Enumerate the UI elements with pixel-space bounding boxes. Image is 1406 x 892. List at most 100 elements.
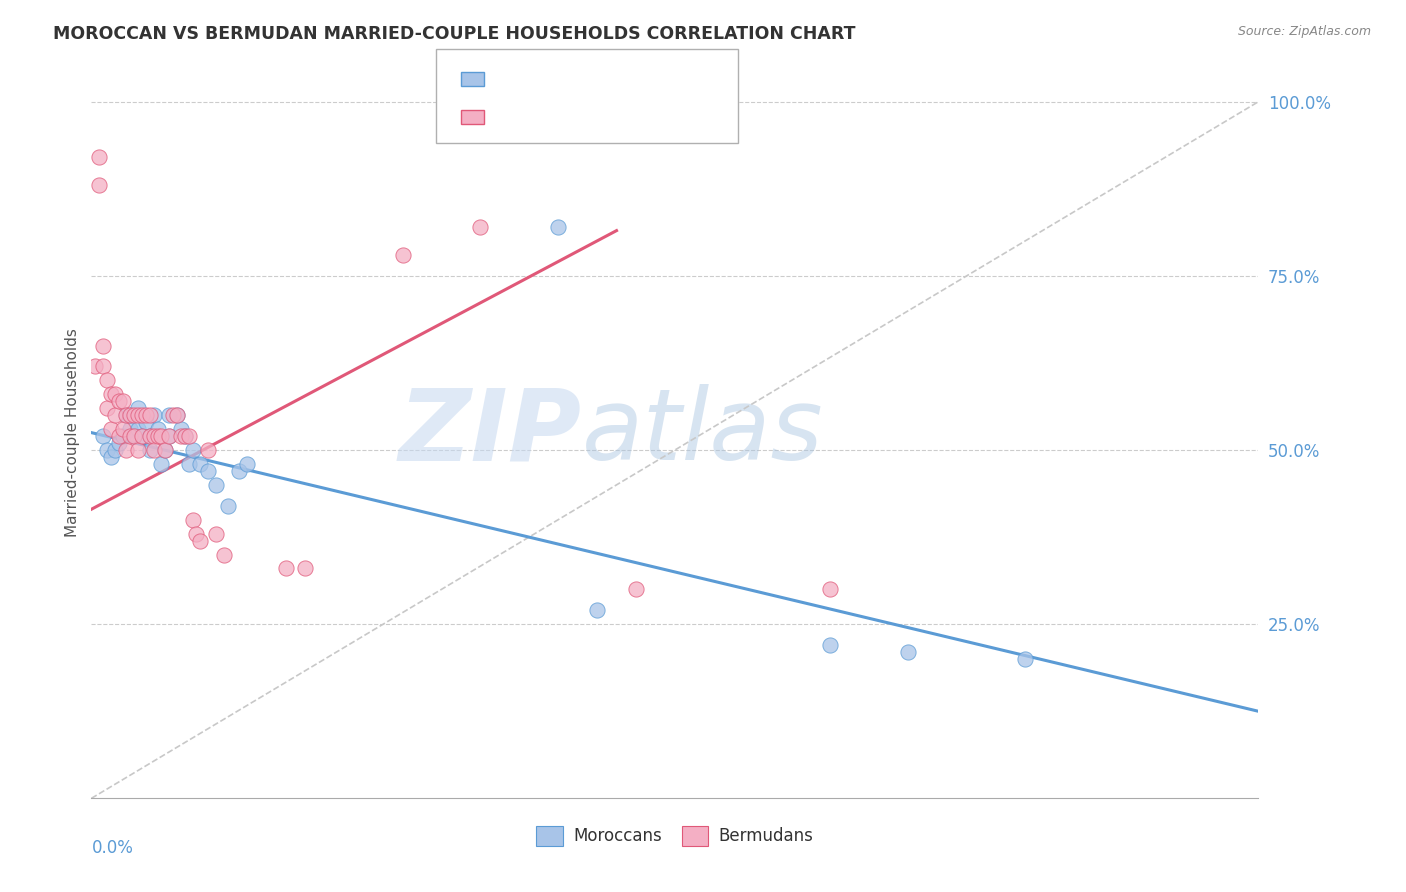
Point [820, 638, 842, 652]
Point [138, 429, 162, 443]
Point [122, 429, 145, 443]
Point [150, 429, 173, 443]
Point [177, 457, 200, 471]
Point [104, 408, 127, 422]
Point [96, 401, 118, 416]
Text: 0.349: 0.349 [526, 108, 589, 126]
Point [146, 429, 169, 443]
Point [547, 220, 569, 235]
Point [127, 443, 149, 458]
Point [131, 429, 153, 443]
Point [205, 478, 228, 492]
Point [155, 443, 177, 458]
Text: N =: N = [588, 70, 640, 88]
Point [228, 464, 250, 478]
Point [96, 373, 118, 387]
Point [157, 429, 180, 443]
Point [100, 450, 122, 464]
Point [120, 422, 142, 436]
Point [205, 526, 228, 541]
Point [142, 408, 165, 422]
Point [391, 248, 413, 262]
Point [89, 178, 111, 193]
Text: MOROCCAN VS BERMUDAN MARRIED-COUPLE HOUSEHOLDS CORRELATION CHART: MOROCCAN VS BERMUDAN MARRIED-COUPLE HOUS… [53, 25, 856, 43]
Point [188, 457, 211, 471]
Point [157, 408, 180, 422]
Point [138, 443, 162, 458]
Text: R =: R = [495, 108, 534, 126]
Point [107, 394, 129, 409]
Point [181, 443, 204, 458]
Point [122, 429, 145, 443]
Point [115, 408, 138, 422]
Point [91, 338, 114, 352]
Point [294, 561, 316, 575]
Point [470, 220, 492, 235]
Point [624, 582, 647, 597]
Point [91, 429, 114, 443]
Point [150, 457, 173, 471]
Point [131, 429, 153, 443]
Point [122, 408, 145, 422]
Point [170, 429, 193, 443]
Point [131, 408, 153, 422]
Point [166, 408, 188, 422]
Point [166, 408, 188, 422]
Text: ZIP: ZIP [398, 384, 582, 481]
Point [197, 464, 219, 478]
Point [146, 422, 169, 436]
Point [897, 645, 920, 659]
Point [104, 387, 127, 401]
Point [107, 436, 129, 450]
Point [127, 422, 149, 436]
Point [100, 387, 122, 401]
Point [120, 408, 142, 422]
Point [138, 429, 162, 443]
Text: 51: 51 [628, 108, 654, 126]
Point [173, 429, 195, 443]
Point [120, 408, 142, 422]
Point [135, 408, 157, 422]
Point [236, 457, 259, 471]
Point [111, 429, 134, 443]
Point [186, 526, 208, 541]
Point [274, 561, 297, 575]
Point [142, 443, 165, 458]
Point [115, 408, 138, 422]
Point [217, 499, 239, 513]
Legend: Moroccans, Bermudans: Moroccans, Bermudans [530, 820, 820, 852]
Text: R =: R = [495, 70, 534, 88]
Point [96, 443, 118, 458]
Point [100, 422, 122, 436]
Point [89, 151, 111, 165]
Point [162, 408, 184, 422]
Point [84, 359, 107, 374]
Point [127, 401, 149, 416]
Point [115, 443, 138, 458]
Point [120, 429, 142, 443]
Point [586, 603, 609, 617]
Point [173, 429, 195, 443]
Text: atlas: atlas [582, 384, 823, 481]
Point [212, 548, 235, 562]
Y-axis label: Married-couple Households: Married-couple Households [65, 328, 80, 537]
Point [181, 513, 204, 527]
Point [135, 415, 157, 429]
Text: -0.510: -0.510 [526, 70, 591, 88]
Text: 38: 38 [628, 70, 654, 88]
Text: Source: ZipAtlas.com: Source: ZipAtlas.com [1237, 25, 1371, 38]
Point [820, 582, 842, 597]
Point [111, 422, 134, 436]
Point [197, 443, 219, 458]
Point [142, 429, 165, 443]
Point [1014, 652, 1036, 666]
Point [111, 394, 134, 409]
Point [104, 443, 127, 458]
Point [170, 422, 193, 436]
Point [177, 429, 200, 443]
Point [138, 408, 162, 422]
Point [155, 443, 177, 458]
Point [157, 429, 180, 443]
Point [127, 408, 149, 422]
Text: N =: N = [588, 108, 640, 126]
